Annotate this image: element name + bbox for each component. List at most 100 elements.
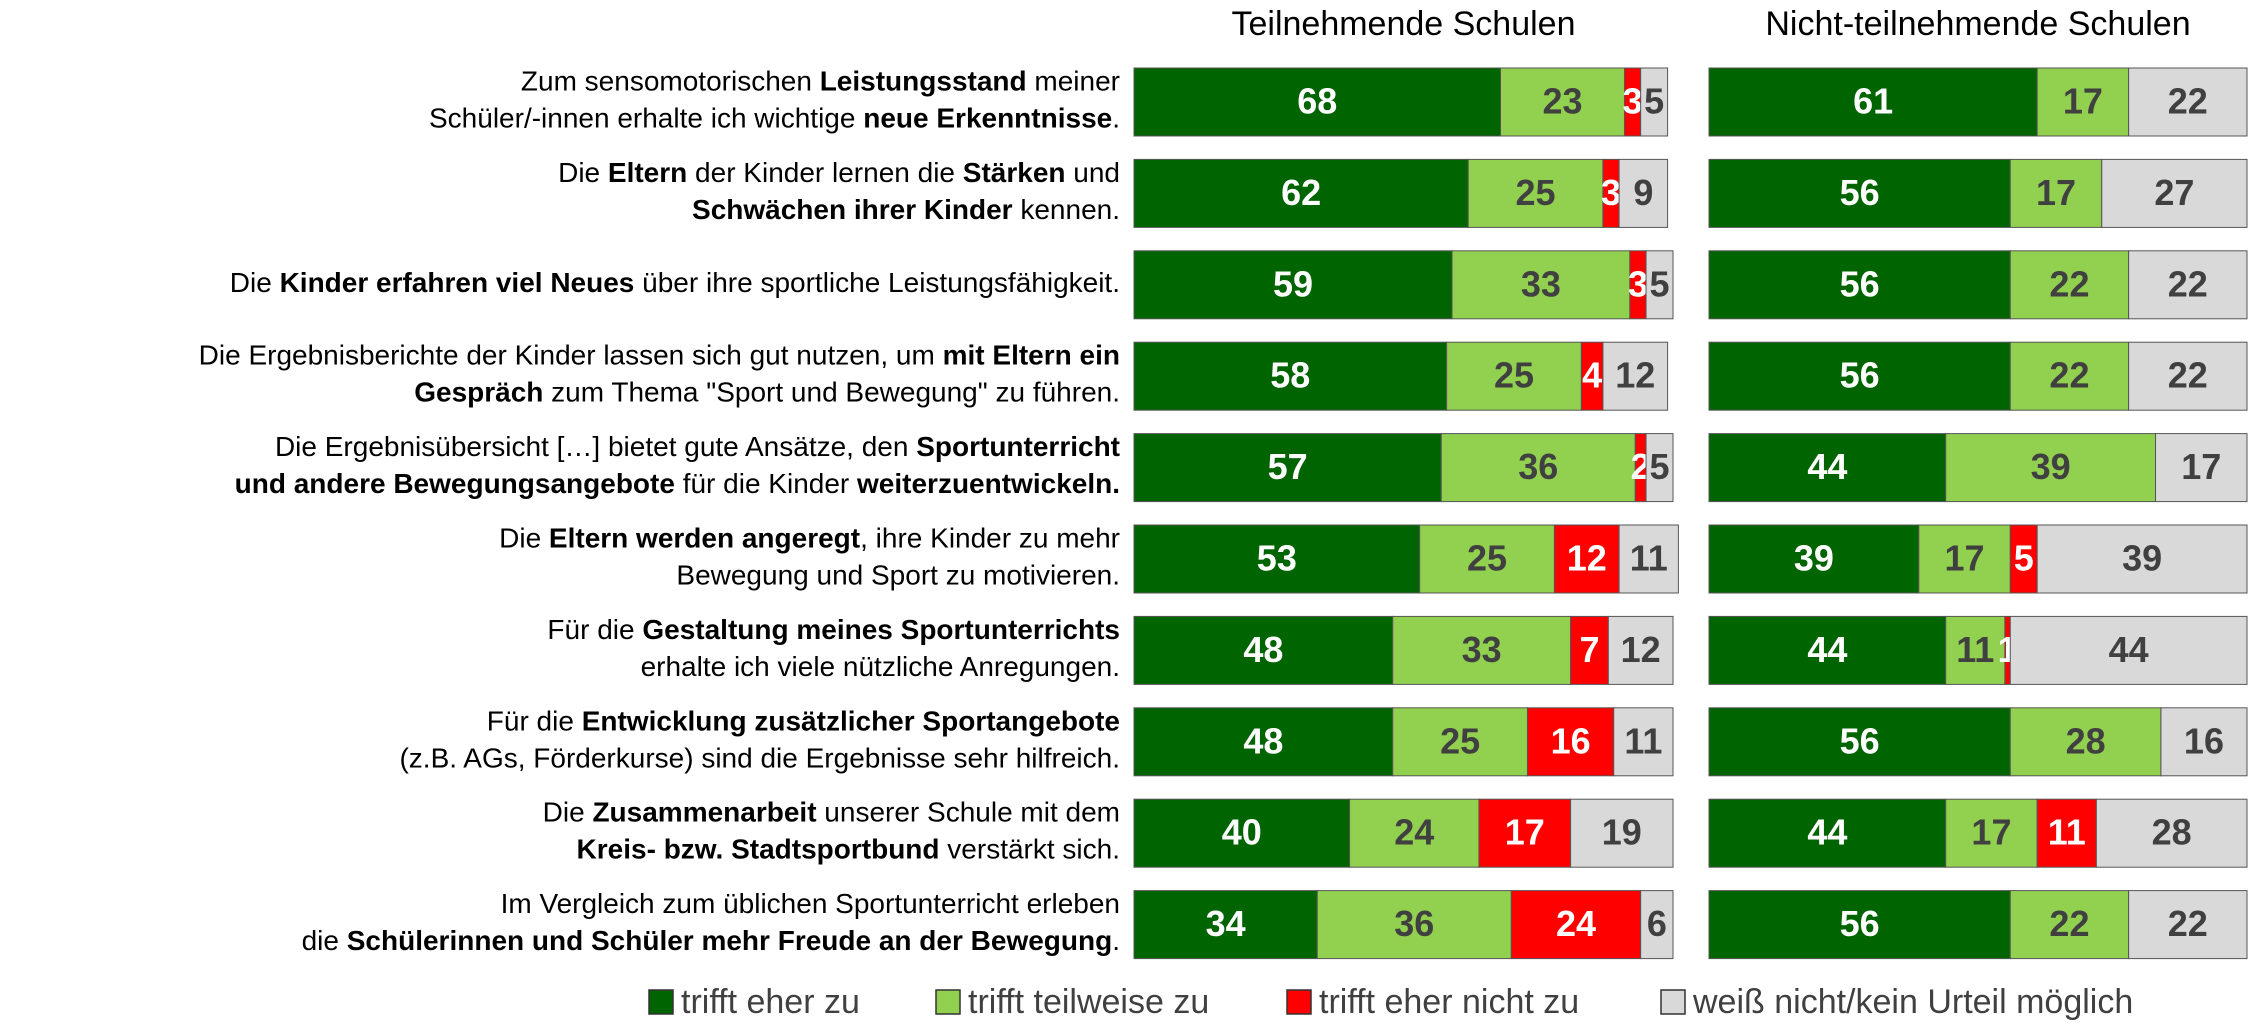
label-run: weiterzuentwickeln.: [856, 468, 1120, 499]
category-label: Die Ergebnisübersicht […] bietet gute An…: [275, 431, 1120, 462]
category-label: Bewegung und Sport zu motivieren.: [676, 560, 1120, 591]
label-run: Die: [558, 157, 608, 188]
label-run: Stärken: [963, 157, 1066, 188]
label-run: Kreis- bzw. Stadtsportbund: [577, 834, 940, 865]
value-label: 48: [1243, 720, 1283, 761]
value-label: 17: [2181, 446, 2221, 487]
value-label: 33: [1462, 629, 1502, 670]
value-label: 58: [1270, 355, 1310, 396]
label-run: Die Ergebnisberichte der Kinder lassen s…: [199, 340, 943, 371]
bar-segment: [2160, 707, 2248, 777]
label-run: kennen.: [1013, 194, 1120, 225]
legend-swatch: [935, 989, 961, 1015]
panel-title: Nicht-teilnehmende Schulen: [1765, 5, 2190, 43]
value-label: 12: [1567, 538, 1607, 579]
bar-segment: [2036, 524, 2248, 594]
bar-segment: [1708, 158, 2011, 228]
value-label: 39: [1794, 538, 1834, 579]
value-label: 22: [2049, 263, 2089, 304]
label-run: neue Erkenntnisse: [863, 103, 1112, 134]
label-run: verstärkt sich.: [940, 834, 1120, 865]
bar-segment: [1133, 433, 1442, 503]
value-label: 56: [1840, 172, 1880, 213]
category-label: Zum sensomotorischen Leistungsstand mein…: [521, 66, 1120, 97]
bar-segment: [1708, 524, 1920, 594]
bar-segment: [1602, 341, 1669, 411]
label-run: Im Vergleich zum üblichen Sportunterrich…: [501, 888, 1120, 919]
category-label: und andere Bewegungsangebote für die Kin…: [235, 468, 1120, 499]
value-label: 56: [1840, 263, 1880, 304]
bar-segment: [1708, 250, 2011, 320]
label-run: über ihre sportliche Leistungsfähigkeit.: [634, 267, 1120, 298]
value-label: 3: [1623, 81, 1643, 122]
value-label: 27: [2154, 172, 2194, 213]
bar-segment: [1316, 890, 1512, 960]
value-label: 22: [2168, 355, 2208, 396]
bar-segment: [1708, 615, 1947, 685]
bar-segment: [1440, 433, 1636, 503]
category-label: erhalte ich viele nützliche Anregungen.: [641, 651, 1120, 682]
bar-segment: [2009, 158, 2103, 228]
legend-swatch: [1286, 989, 1312, 1015]
label-run: zum Thema "Sport und Bewegung" zu führen…: [543, 377, 1120, 408]
value-label: 5: [2014, 538, 2034, 579]
bar-segment: [1645, 250, 1674, 320]
bar-segment: [1133, 158, 1469, 228]
label-run: Schwächen ihrer Kinder: [692, 194, 1013, 225]
bar-segment: [1618, 158, 1669, 228]
legend-label: trifft eher zu: [681, 983, 860, 1021]
value-label: 5: [1650, 446, 1670, 487]
bar-segment: [1133, 341, 1448, 411]
label-run: Zusammenarbeit: [592, 797, 816, 828]
bar-segment: [2155, 433, 2248, 503]
value-label: 40: [1222, 812, 1262, 853]
bar-segment: [1133, 67, 1502, 137]
bar-segment: [2036, 67, 2130, 137]
bar-segment: [1526, 707, 1615, 777]
value-label: 22: [2049, 903, 2089, 944]
bar-segment: [1451, 250, 1631, 320]
label-run: und andere Bewegungsangebote: [235, 468, 675, 499]
value-label: 68: [1297, 81, 1337, 122]
value-label: 48: [1243, 629, 1283, 670]
value-label: 17: [2036, 172, 2076, 213]
label-run: Die: [543, 797, 593, 828]
label-run: Gestaltung meines Sportunterrichts: [642, 614, 1120, 645]
category-label: Die Zusammenarbeit unserer Schule mit de…: [543, 797, 1120, 828]
value-label: 4: [1582, 355, 1602, 396]
value-label: 11: [1956, 629, 1994, 670]
label-run: Bewegung und Sport zu motivieren.: [676, 560, 1120, 591]
bar-segment: [1467, 158, 1604, 228]
value-label: 24: [1394, 812, 1434, 853]
label-run: und: [1066, 157, 1121, 188]
value-label: 57: [1268, 446, 1308, 487]
value-label: 5: [1644, 81, 1664, 122]
value-label: 24: [1556, 903, 1596, 944]
bar-segment: [1446, 341, 1582, 411]
value-label: 28: [2066, 720, 2106, 761]
value-label: 39: [2031, 446, 2071, 487]
value-label: 44: [1807, 812, 1847, 853]
bar-segment: [1419, 524, 1555, 594]
label-run: Leistungsstand: [820, 66, 1027, 97]
value-label: 17: [1505, 812, 1545, 853]
bar-segment: [2095, 798, 2248, 868]
value-label: 17: [2063, 81, 2103, 122]
label-run: meiner: [1027, 66, 1120, 97]
bar-segment: [1645, 433, 1674, 503]
value-label: 11: [1624, 720, 1662, 761]
bar-segment: [2101, 158, 2248, 228]
category-label: (z.B. AGs, Förderkurse) sind die Ergebni…: [399, 743, 1120, 774]
bar-segment: [1613, 707, 1674, 777]
label-run: die: [302, 925, 347, 956]
bar-segment: [2009, 615, 2248, 685]
value-label: 22: [2168, 81, 2208, 122]
label-run: Für die: [547, 614, 642, 645]
value-label: 17: [1945, 538, 1985, 579]
bar-segment: [1133, 707, 1394, 777]
category-label: Schüler/-innen erhalte ich wichtige neue…: [429, 103, 1120, 134]
value-label: 3: [1628, 263, 1648, 304]
value-label: 25: [1494, 355, 1534, 396]
value-label: 22: [2168, 903, 2208, 944]
value-label: 56: [1840, 720, 1880, 761]
